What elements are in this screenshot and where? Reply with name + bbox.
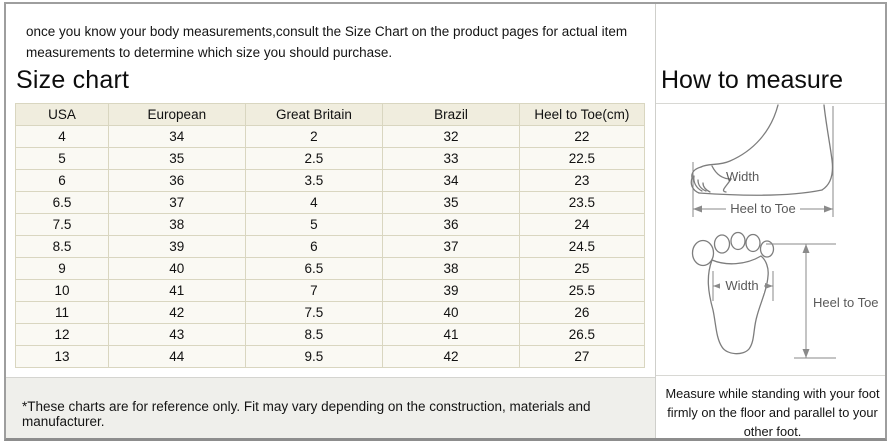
table-cell: 38 xyxy=(382,257,520,280)
table-cell: 6 xyxy=(14,169,110,192)
table-cell: 27 xyxy=(518,345,646,368)
table-cell: 24.5 xyxy=(518,235,646,258)
table-row: 7.5 38 5 36 24 xyxy=(14,213,646,236)
size-chart-title: Size chart xyxy=(16,66,130,94)
table-cell: 39 xyxy=(108,235,246,258)
table-cell: 32 xyxy=(382,125,520,148)
table-cell: 34 xyxy=(108,125,246,148)
table-row: 6.5 37 4 35 23.5 xyxy=(14,191,646,214)
table-row: 8.5 39 6 37 24.5 xyxy=(14,235,646,258)
table-cell: 40 xyxy=(108,257,246,280)
table-cell: 22 xyxy=(518,125,646,148)
size-chart-table: USA European Great Britain Brazil Heel to To… xyxy=(14,103,646,368)
table-cell: 23.5 xyxy=(518,191,646,214)
table-cell: 34 xyxy=(382,169,520,192)
foot-side-view-diagram: Width Heel to Toe xyxy=(690,104,834,217)
table-cell: 6.5 xyxy=(14,191,110,214)
table-row: 6 36 3.5 34 23 xyxy=(14,169,646,192)
table-cell: 33 xyxy=(382,147,520,170)
column-header: Great Britain xyxy=(244,103,384,126)
reference-footnote: *These charts are for reference only. Fi… xyxy=(22,399,591,429)
measure-diagrams: Width Heel to Toe Width xyxy=(656,103,887,376)
table-cell: 36 xyxy=(108,169,246,192)
column-header: Heel to Toe(cm) xyxy=(518,103,646,126)
table-cell: 41 xyxy=(382,323,520,346)
table-body: 4 34 2 32 22 5 35 2.5 33 22.5 6 36 3.5 34 23 6.5 37 4 35 23… xyxy=(14,125,646,368)
table-cell: 10 xyxy=(14,279,110,302)
table-cell: 9.5 xyxy=(244,345,384,368)
table-cell: 7.5 xyxy=(244,301,384,324)
table-row: 5 35 2.5 33 22.5 xyxy=(14,147,646,170)
table-cell: 7.5 xyxy=(14,213,110,236)
footnote-band: *These charts are for reference only. Fi… xyxy=(6,377,655,438)
table-cell: 35 xyxy=(108,147,246,170)
table-cell: 43 xyxy=(108,323,246,346)
table-row: 13 44 9.5 42 27 xyxy=(14,345,646,368)
table-cell: 26.5 xyxy=(518,323,646,346)
table-cell: 26 xyxy=(518,301,646,324)
table-row: 11 42 7.5 40 26 xyxy=(14,301,646,324)
table-cell: 37 xyxy=(382,235,520,258)
table-cell: 42 xyxy=(108,301,246,324)
column-header: European xyxy=(108,103,246,126)
table-row: 10 41 7 39 25.5 xyxy=(14,279,646,302)
footprint-diagram: Width Heel to Toe xyxy=(691,231,879,359)
table-cell: 41 xyxy=(108,279,246,302)
table-cell: 3.5 xyxy=(244,169,384,192)
table-cell: 24 xyxy=(518,213,646,236)
table-cell: 4 xyxy=(14,125,110,148)
table-cell: 38 xyxy=(108,213,246,236)
table-cell: 6.5 xyxy=(244,257,384,280)
side-heel-to-toe-label: Heel to Toe xyxy=(730,201,796,216)
table-cell: 2 xyxy=(244,125,384,148)
table-cell: 40 xyxy=(382,301,520,324)
panel-divider xyxy=(655,2,656,441)
side-width-label: Width xyxy=(726,169,759,184)
table-cell: 13 xyxy=(14,345,110,368)
table-cell: 2.5 xyxy=(244,147,384,170)
table-cell: 5 xyxy=(244,213,384,236)
table-cell: 22.5 xyxy=(518,147,646,170)
table-cell: 39 xyxy=(382,279,520,302)
intro-text: once you know your body measurements,con… xyxy=(26,24,628,60)
table-cell: 5 xyxy=(14,147,110,170)
table-cell: 11 xyxy=(14,301,110,324)
table-cell: 8.5 xyxy=(14,235,110,258)
table-cell: 6 xyxy=(244,235,384,258)
table-cell: 12 xyxy=(14,323,110,346)
table-cell: 25 xyxy=(518,257,646,280)
table-cell: 25.5 xyxy=(518,279,646,302)
table-cell: 9 xyxy=(14,257,110,280)
table-cell: 35 xyxy=(382,191,520,214)
how-to-measure-title: How to measure xyxy=(661,66,844,94)
table-cell: 4 xyxy=(244,191,384,214)
table-cell: 23 xyxy=(518,169,646,192)
table-row: 4 34 2 32 22 xyxy=(14,125,646,148)
table-cell: 36 xyxy=(382,213,520,236)
table-cell: 44 xyxy=(108,345,246,368)
table-row: 12 43 8.5 41 26.5 xyxy=(14,323,646,346)
table-header-row: USA European Great Britain Brazil Heel to To… xyxy=(14,103,646,126)
table-cell: 7 xyxy=(244,279,384,302)
measure-instruction: Measure while standing with your foot fi… xyxy=(665,386,880,440)
footprint-width-label: Width xyxy=(725,278,758,293)
table-cell: 37 xyxy=(108,191,246,214)
table-row: 9 40 6.5 38 25 xyxy=(14,257,646,280)
table-cell: 42 xyxy=(382,345,520,368)
column-header: Brazil xyxy=(382,103,520,126)
footprint-heel-to-toe-label: Heel to Toe xyxy=(813,295,879,310)
table-cell: 8.5 xyxy=(244,323,384,346)
column-header: USA xyxy=(14,103,110,126)
